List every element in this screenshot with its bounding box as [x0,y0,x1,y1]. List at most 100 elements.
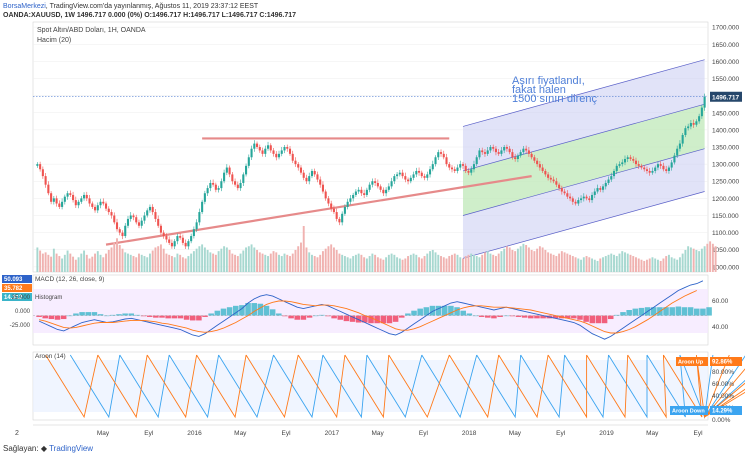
volume-bar [212,253,215,272]
macd-histogram-bar [687,307,694,316]
price-tick-label: 1000.000 [712,264,739,271]
candle-body [187,241,190,247]
volume-bar [50,256,53,272]
volume-bar [302,226,305,272]
candle-body [288,148,292,154]
macd-histogram-bar [454,307,460,316]
volume-bar [209,252,212,272]
candle-body [687,126,690,129]
candle-body [516,155,519,159]
volume-bar [555,256,558,272]
price-tick-label: 1600.000 [712,59,739,66]
macd-badge [2,293,32,301]
candle-body [667,167,670,171]
volume-bar [588,257,591,272]
macd-histogram-bar [165,315,171,319]
candle-body [450,167,454,170]
macd-histogram-bar [325,315,331,317]
time-tick-label: 2017 [325,430,340,437]
candle-body [258,147,261,151]
macd-histogram-bar [208,313,214,316]
volume-bar [157,246,160,272]
candle-body [201,201,204,213]
macd-histogram-bar [276,313,282,316]
volume-bar [492,254,495,272]
volume-bar [236,256,239,272]
price-tick-label: 1100.000 [712,230,739,237]
candle-body [316,174,319,180]
volume-bar [234,254,237,272]
time-tick-label: 2016 [187,430,202,437]
candle-body [549,177,552,180]
candle-body [321,184,324,192]
candle-body [621,162,624,165]
candle-body [129,215,132,219]
time-tick-label: May [371,430,384,437]
aroon-up-value-badge [710,357,742,366]
candle-body [580,198,583,201]
candle-body [632,158,635,161]
candle-body [374,181,377,183]
volume-bar [585,256,588,272]
candle-body [601,186,605,190]
volume-bar [352,256,355,272]
macd-histogram-bar [331,315,337,319]
volume-bar [47,254,50,272]
footer-provider[interactable]: TradingView [49,444,94,453]
volume-bar [676,259,679,272]
volume-bar [107,249,110,272]
candle-body [253,143,256,149]
candle-body [610,176,613,180]
volume-bar [231,253,234,272]
macd-badge [2,275,32,283]
volume-bar [39,250,42,272]
candle-body [61,201,64,207]
candle-body [558,184,561,189]
macd-histogram-bar [706,307,712,316]
volume-bar [667,254,670,272]
volume-bar [665,256,668,272]
macd-histogram-bar [214,310,221,316]
volume-bar [456,254,459,272]
volume-bar [695,249,698,272]
candle-body [461,164,465,166]
candle-body [437,152,440,158]
candle-body [245,165,248,175]
candle-body [604,182,607,187]
volume-bar [96,251,99,272]
volume-bar [703,246,706,272]
volume-bar [464,256,467,272]
volume-bar [440,256,442,272]
volume-bar [258,252,261,272]
volume-bar [184,258,187,272]
time-tick-label: 2019 [599,430,614,437]
volume-bar [459,257,462,272]
macd-histogram-bar [282,315,288,317]
candle-body [525,148,528,151]
candle-body [396,174,399,177]
time-tick-label: 2018 [462,430,477,437]
volume-bar [61,258,64,272]
volume-bar [423,256,426,272]
volume-bar [118,245,121,272]
candle-body [393,176,396,182]
candle-body [140,220,143,226]
volume-bar [360,254,363,272]
volume-bar [335,249,338,272]
volume-bar [412,253,415,272]
macd-histogram-bar [257,303,264,316]
candle-body [88,198,91,204]
macd-histogram-bar [312,315,319,317]
macd-histogram-bar [343,315,350,322]
candle-body [47,184,50,194]
volume-bar [80,253,83,272]
candle-body [505,147,508,149]
volume-bar [151,250,154,272]
volume-bar [549,253,552,272]
candle-body [459,164,462,168]
brand-link[interactable]: BorsaMerkezi [3,3,46,10]
volume-bar [154,247,157,272]
time-tick-label: Eyl [419,430,429,437]
macd-histogram-bar [67,315,73,317]
